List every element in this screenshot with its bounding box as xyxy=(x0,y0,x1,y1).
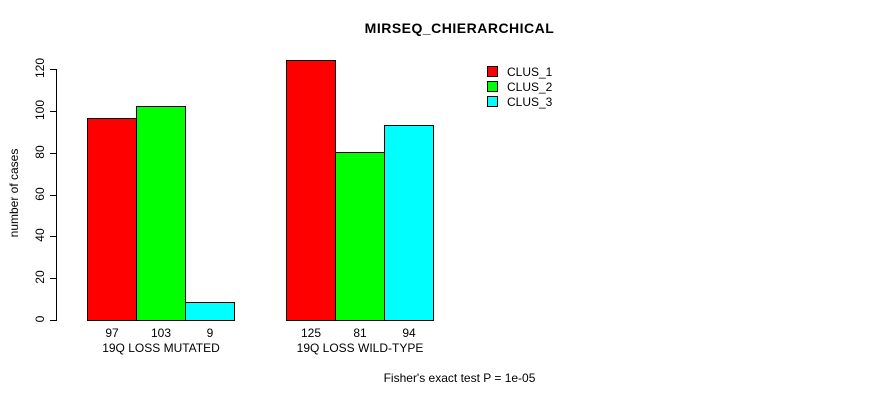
group-label: 19Q LOSS WILD-TYPE xyxy=(296,341,424,355)
legend-item-clus-1: CLUS_1 xyxy=(487,64,552,79)
bar-clus_3-group-1 xyxy=(185,302,235,321)
y-tick-label: 60 xyxy=(33,187,47,201)
legend-label-clus-2: CLUS_2 xyxy=(507,79,553,94)
legend-label-clus-3: CLUS_3 xyxy=(507,94,553,109)
y-tick-mark xyxy=(50,194,56,196)
legend-swatch-clus-2-icon xyxy=(487,81,498,92)
y-tick-label: 0 xyxy=(33,315,47,323)
y-tick-mark xyxy=(50,111,56,113)
y-tick-mark xyxy=(50,278,56,280)
bar-value-label: 97 xyxy=(105,326,119,340)
legend: CLUS_1 CLUS_2 CLUS_3 xyxy=(487,64,552,109)
group-label: 19Q LOSS MUTATED xyxy=(102,341,220,355)
y-axis-label: number of cases xyxy=(7,148,21,238)
bar-clus_1-group-2 xyxy=(286,60,336,321)
y-tick-mark xyxy=(50,320,56,321)
bar-clus_1-group-1 xyxy=(87,118,137,321)
legend-item-clus-3: CLUS_3 xyxy=(487,94,552,109)
bar-clus_2-group-2 xyxy=(335,152,385,321)
bar-value-label: 94 xyxy=(402,326,416,340)
bar-value-label: 81 xyxy=(353,326,367,340)
y-tick-mark xyxy=(50,152,56,154)
y-tick-label: 120 xyxy=(33,58,47,79)
footer-stat-text: Fisher's exact test P = 1e-05 xyxy=(383,371,536,385)
bar-value-label: 125 xyxy=(300,326,322,340)
y-tick-mark xyxy=(50,236,56,238)
legend-swatch-clus-1-icon xyxy=(487,66,498,77)
y-tick-label: 100 xyxy=(33,100,47,121)
y-tick-label: 40 xyxy=(33,228,47,243)
bar-clus_2-group-1 xyxy=(136,106,186,321)
bar-value-label: 103 xyxy=(150,326,172,340)
bar-clus_3-group-2 xyxy=(384,125,434,321)
chart-title: MIRSEQ_CHIERARCHICAL xyxy=(364,20,555,36)
y-tick-mark xyxy=(50,69,56,71)
y-tick-label: 80 xyxy=(33,145,47,159)
bar-value-label: 9 xyxy=(206,326,214,340)
y-axis-line xyxy=(56,69,57,321)
legend-label-clus-1: CLUS_1 xyxy=(507,64,553,79)
legend-item-clus-2: CLUS_2 xyxy=(487,79,552,94)
legend-swatch-clus-3-icon xyxy=(487,96,498,107)
y-tick-label: 20 xyxy=(33,270,47,284)
